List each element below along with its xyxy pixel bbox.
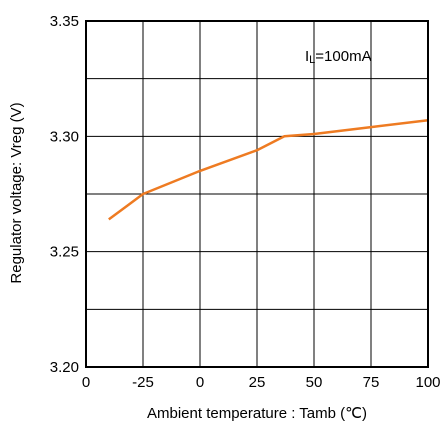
x-tick-label: 0 bbox=[82, 374, 90, 391]
x-tick-label: 25 bbox=[249, 374, 266, 391]
y-axis-title: Regulator voltage: Vreg (V) bbox=[8, 102, 25, 283]
y-tick-label: 3.25 bbox=[50, 244, 79, 261]
grid bbox=[86, 21, 428, 367]
annotation: IL=100mA bbox=[305, 48, 372, 66]
y-tick-label: 3.30 bbox=[50, 128, 79, 145]
series-layer bbox=[108, 118, 429, 221]
x-tick-label: 100 bbox=[415, 374, 440, 391]
y-tick-label: 3.35 bbox=[50, 13, 79, 30]
annotation-suffix: =100mA bbox=[315, 48, 371, 65]
x-tick-label: 0 bbox=[196, 374, 204, 391]
annotation-sub: L bbox=[309, 54, 315, 66]
x-axis-title: Ambient temperature : Tamb (℃) bbox=[147, 405, 367, 422]
series-line bbox=[108, 118, 429, 221]
x-tick-label: -25 bbox=[132, 374, 154, 391]
y-axis-ticks: 3.20 3.25 3.30 3.35 bbox=[50, 13, 79, 376]
annotation-prefix: I bbox=[305, 48, 309, 65]
x-tick-label: 50 bbox=[306, 374, 323, 391]
x-axis-ticks: 0 -25 0 25 50 75 100 bbox=[82, 374, 441, 391]
plot-frame bbox=[85, 20, 429, 368]
x-tick-label: 75 bbox=[363, 374, 380, 391]
y-tick-label: 3.20 bbox=[50, 359, 79, 376]
